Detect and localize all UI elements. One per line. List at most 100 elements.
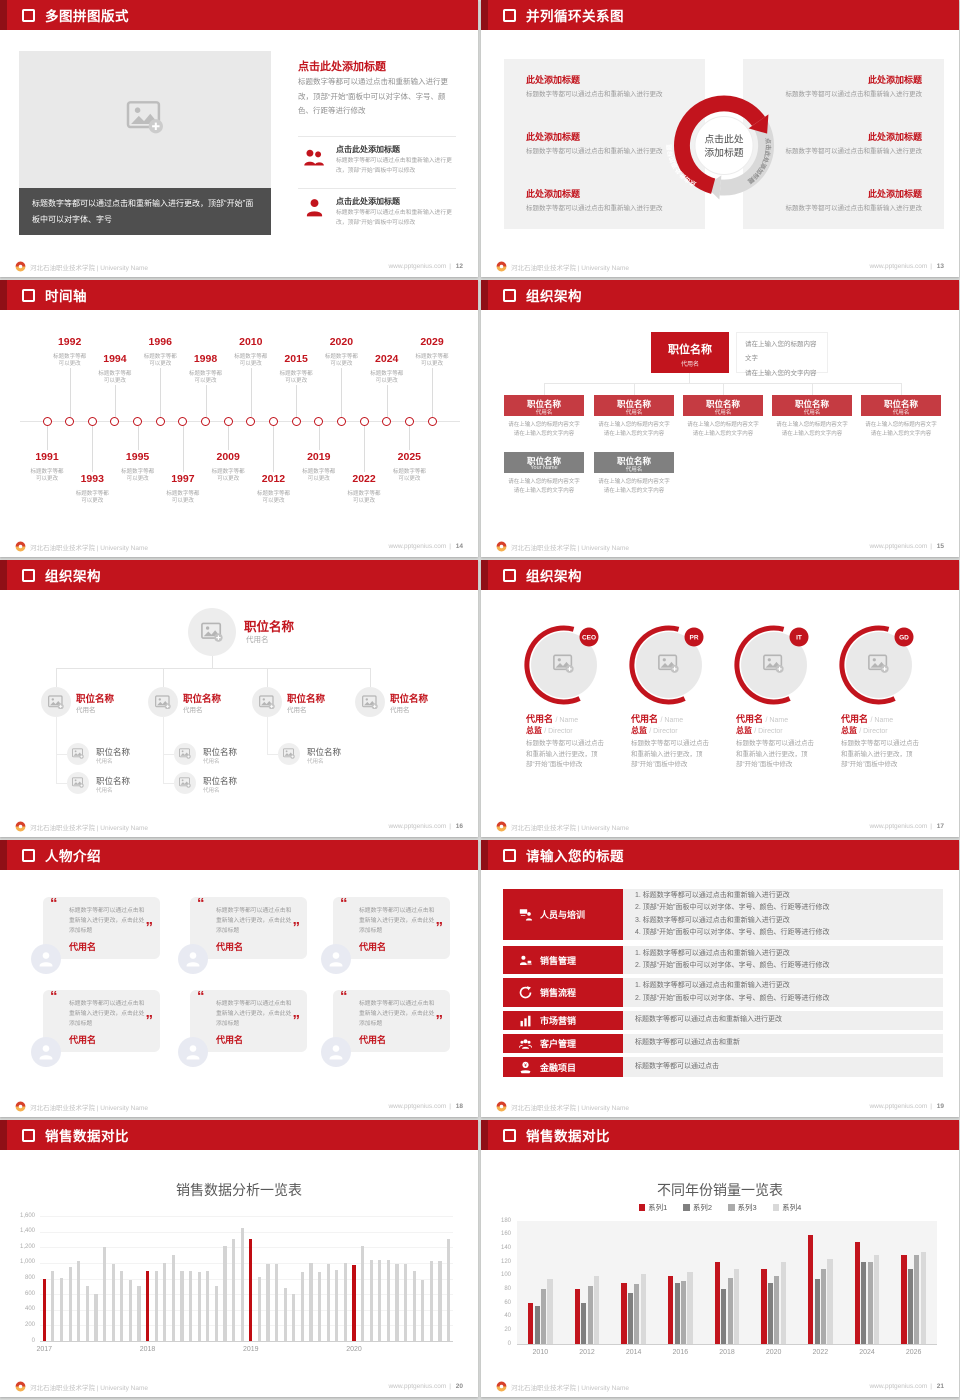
agenda-line: 标题数字等都可以通过点击 — [635, 1062, 719, 1070]
agenda-line: 3. 标题数字等都可以通过点击和重新输入进行更改 — [635, 916, 790, 924]
agenda-line: 1. 标题数字等都可以通过点击和重新输入进行更改 — [635, 949, 790, 957]
timeline-year: 1993 — [80, 473, 104, 485]
agenda-button-1[interactable]: 人员与培训 — [503, 889, 623, 940]
y-tick-label: 1,000 — [19, 1259, 35, 1266]
slide-18-people-intro[interactable]: 人物介绍 “标题数字等都可以通过点击和重新输入进行更改，点击此处添加标题” 代用名… — [0, 840, 478, 1117]
org-box-text: 请在上输入您的标题内容文字 — [508, 422, 580, 428]
org-branch-avatar[interactable] — [148, 687, 178, 717]
school-logo — [15, 541, 26, 552]
timeline-dot[interactable] — [155, 416, 165, 426]
slide-13-cycle-diagram[interactable]: 并列循环关系图 此处添加标题 标题数字等都可以通过点击和重新输入进行更改 此处添加标… — [481, 0, 959, 277]
timeline-dot[interactable] — [359, 416, 369, 426]
quote-card[interactable]: “ 标题数字等都可以通过点击和重新输入进行更改，点击此处添加标题” 代用名 — [43, 895, 160, 959]
quote-card[interactable]: “ 标题数字等都可以通过点击和重新输入进行更改，点击此处添加标题” 代用名 — [43, 988, 160, 1052]
agenda-button-5[interactable]: 客户管理 — [503, 1034, 623, 1053]
org-branch-avatar[interactable] — [41, 687, 71, 717]
school-logo — [496, 261, 507, 272]
org-branch-avatar[interactable] — [355, 687, 385, 717]
timeline-stem — [318, 425, 320, 450]
timeline-dot[interactable] — [268, 416, 278, 426]
close-quote-icon: ” — [435, 919, 444, 936]
timeline-dot[interactable] — [291, 416, 301, 426]
agenda-label: 人员与培训 — [540, 910, 586, 920]
org-box[interactable]: 职位名称 代用名 — [683, 395, 763, 416]
y-tick-label: 180 — [500, 1217, 511, 1224]
org-child-avatar[interactable] — [67, 743, 89, 765]
bar — [386, 1259, 391, 1341]
quote-card[interactable]: “ 标题数字等都可以通过点击和重新输入进行更改，点击此处添加标题” 代用名 — [333, 988, 450, 1052]
bar — [774, 1275, 780, 1344]
timeline-stem — [409, 425, 411, 450]
agenda-button-6[interactable]: ¥ 金融项目 — [503, 1057, 623, 1077]
timeline-text: 标题数字等都 — [211, 469, 245, 475]
org-box-gray[interactable]: 职位名称 代用名 — [594, 452, 674, 473]
org-child-sub: 代用名 — [307, 759, 324, 765]
timeline-dot[interactable] — [133, 416, 143, 426]
agenda-button-2[interactable]: 销售管理 — [503, 946, 623, 974]
bar — [627, 1292, 634, 1344]
org-child-avatar[interactable] — [174, 772, 196, 794]
person-name: 代用名 — [69, 1035, 97, 1045]
agenda-line: 2. 顶部“开始”面板中可以对字体、字号、颜色、行距等进行修改 — [635, 994, 830, 1002]
divider — [298, 136, 456, 137]
org-root-avatar[interactable] — [188, 608, 236, 656]
org-root-note: 请在上输入您的标题内容文字 请在上输入您的文字内容 — [736, 332, 828, 377]
slide-12-multi-image-layout[interactable]: 多图拼图版式 标题数字等都可以通过点击和重新输入进行更改，顶部“开始”面板中可以… — [0, 0, 478, 277]
timeline-dot[interactable] — [223, 416, 233, 426]
timeline-dot[interactable] — [246, 416, 256, 426]
timeline-dot[interactable] — [336, 416, 346, 426]
org-branch-avatar[interactable] — [252, 687, 282, 717]
org-child-avatar[interactable] — [278, 743, 300, 765]
org-root-box[interactable]: 职位名称 代用名 — [651, 332, 729, 373]
timeline-text: 可以更改 — [239, 361, 262, 367]
slide-21-sales-chart-grouped[interactable]: 销售数据对比 不同年份销量一览表 系列1 系列2 系列3 系列4 0 20 40 60 80 10… — [481, 1120, 959, 1397]
bar — [634, 1283, 640, 1344]
slide-header: 多图拼图版式 — [0, 0, 478, 30]
org-box[interactable]: 职位名称 代用名 — [504, 395, 584, 416]
avatar — [31, 944, 61, 974]
timeline-dot[interactable] — [110, 416, 120, 426]
timeline-dot[interactable] — [65, 416, 75, 426]
slide-16-org-chart-tree[interactable]: 组织架构 职位名称 代用名 职位名称 代用名 职位名称 代用名 职位名称 代用名 职位名称 代用名… — [0, 560, 478, 837]
slide-15-org-chart-boxes[interactable]: 组织架构 职位名称 代用名 请在上输入您的标题内容文字 请在上输入您的文字内容 … — [481, 280, 959, 557]
slide-17-org-chart-people[interactable]: 组织架构 CEO 代用名 / Name 总监 / Director 标题数字等都可以通… — [481, 560, 959, 837]
image-placeholder[interactable] — [19, 51, 271, 188]
agenda-button-4[interactable]: 市场营销 — [503, 1011, 623, 1030]
gridline — [40, 1278, 453, 1280]
quote-card[interactable]: “ 标题数字等都可以通过点击和重新输入进行更改，点击此处添加标题” 代用名 — [190, 988, 307, 1052]
connector-line — [56, 668, 57, 687]
timeline-axis — [20, 421, 460, 422]
timeline-dot[interactable] — [201, 416, 211, 426]
slide-14-timeline[interactable]: 时间轴 1991 标题数字等都 可以更改 1992 标题数字等都 可以更改 1993 标题数字… — [0, 280, 478, 557]
timeline-dot[interactable] — [87, 416, 97, 426]
quote-card[interactable]: “ 标题数字等都可以通过点击和重新输入进行更改，点击此处添加标题” 代用名 — [190, 895, 307, 959]
timeline-dot[interactable] — [427, 416, 437, 426]
connector-line — [56, 754, 67, 755]
timeline-dot[interactable] — [382, 416, 392, 426]
timeline-dot[interactable] — [314, 416, 324, 426]
timeline-dot[interactable] — [42, 416, 52, 426]
agenda-button-3[interactable]: 销售流程 — [503, 978, 623, 1007]
connector-line — [267, 754, 278, 755]
bar — [318, 1272, 322, 1341]
square-bullet-icon — [503, 848, 516, 862]
org-child-avatar[interactable] — [174, 743, 196, 765]
y-tick-label: 1,400 — [19, 1228, 35, 1235]
connector-line — [163, 717, 164, 783]
image-placeholder-icon — [658, 654, 679, 678]
slide-20-sales-chart[interactable]: 销售数据对比 销售数据分析一览表 0 200 400 600 800 1,000 1,200… — [0, 1120, 478, 1397]
org-child-avatar[interactable] — [67, 772, 89, 794]
timeline-dot[interactable] — [404, 416, 414, 426]
org-box[interactable]: 职位名称 代用名 — [772, 395, 852, 416]
org-root-title: 职位名称 — [244, 620, 295, 634]
x-tick-label: 2018 — [719, 1349, 735, 1356]
timeline-stem — [47, 425, 48, 450]
org-box-gray[interactable]: 职位名称 Your Name — [504, 452, 584, 473]
bar — [621, 1282, 627, 1344]
quote-card[interactable]: “ 标题数字等都可以通过点击和重新输入进行更改，点击此处添加标题” 代用名 — [333, 895, 450, 959]
org-box[interactable]: 职位名称 代用名 — [861, 395, 941, 416]
timeline-dot[interactable] — [178, 416, 188, 426]
org-box[interactable]: 职位名称 代用名 — [594, 395, 674, 416]
org-branch-title: 职位名称 — [390, 694, 429, 705]
slide-19-agenda-list[interactable]: 请输入您的标题 人员与培训 1. 标题数字等都可以通过点击和重新输入进行更改 2. … — [481, 840, 959, 1117]
